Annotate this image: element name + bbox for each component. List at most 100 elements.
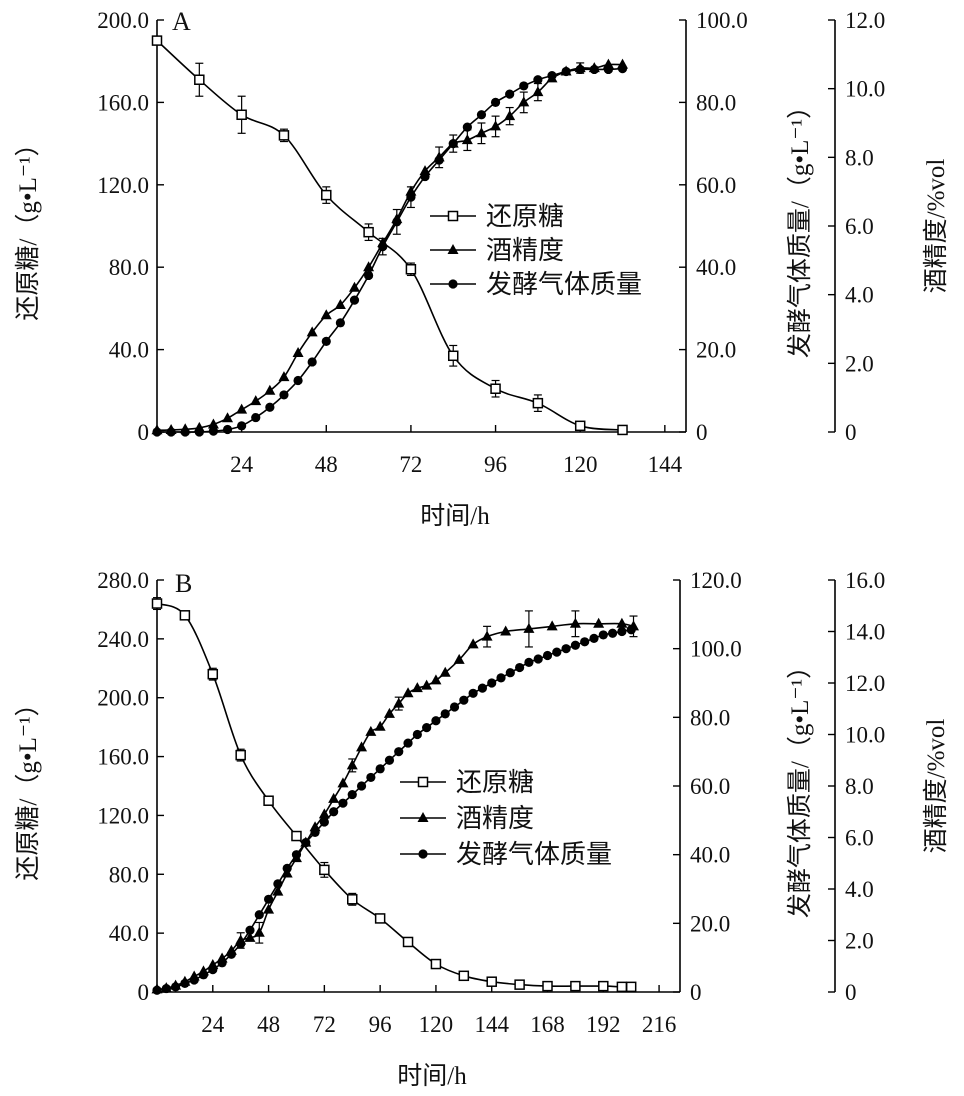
data-point-triangle-12 xyxy=(320,309,332,320)
alcohol-y-tick-label: 16.0 xyxy=(845,568,885,593)
data-point-circle-6 xyxy=(208,965,218,975)
data-point-square-legend-0 xyxy=(417,776,429,788)
alcohol-y-tick-label: 6.0 xyxy=(845,826,874,851)
gas-y-tick-label: 60.0 xyxy=(690,774,730,799)
series-line xyxy=(156,63,623,432)
data-point-circle-11 xyxy=(254,910,264,920)
alcohol-y-tick-label: 12.0 xyxy=(845,671,885,696)
series-gas-mass xyxy=(152,64,628,437)
series-reducing-sugar xyxy=(151,35,628,436)
data-point-triangle-18 xyxy=(318,808,330,819)
data-point-circle-17 xyxy=(392,217,402,227)
data-point-circle-4 xyxy=(189,975,199,985)
data-point-circle-22 xyxy=(356,781,367,791)
data-point-circle-23 xyxy=(366,772,376,783)
data-point-circle-20 xyxy=(338,798,348,808)
data-point-circle-3 xyxy=(194,427,204,437)
data-point-circle-14 xyxy=(282,863,292,874)
data-point-square-5 xyxy=(363,226,374,238)
data-point-circle-0 xyxy=(152,985,162,995)
gas-y-tick-label: 60.0 xyxy=(696,173,736,198)
data-point-triangle-9 xyxy=(278,371,290,382)
data-point-circle-21 xyxy=(448,139,458,149)
data-point-circle-22 xyxy=(462,122,472,132)
data-point-circle-legend-2 xyxy=(448,279,458,289)
data-point-triangle-14 xyxy=(348,281,360,292)
data-point-circle-7 xyxy=(251,412,261,423)
left-y-tick-label: 0 xyxy=(138,420,150,445)
data-point-square-7 xyxy=(347,894,358,905)
data-point-triangle-21 xyxy=(346,759,358,770)
gas-y-tick-label: 80.0 xyxy=(696,90,736,115)
data-point-square-0 xyxy=(151,35,163,46)
data-point-triangle-8 xyxy=(264,384,276,395)
data-point-circle-4 xyxy=(208,426,219,436)
data-point-square-10 xyxy=(430,958,442,970)
data-point-circle-35 xyxy=(477,683,488,693)
left-y-tick-label: 80.0 xyxy=(109,255,149,280)
data-point-circle-9 xyxy=(279,390,289,400)
x-tick-label: 216 xyxy=(642,1012,677,1037)
data-point-triangle-13 xyxy=(334,298,346,309)
data-point-triangle-34 xyxy=(481,630,493,641)
series-line xyxy=(156,629,632,992)
left-y-tick-label: 200.0 xyxy=(97,8,149,33)
x-tick-label: 96 xyxy=(369,1012,392,1037)
data-point-circle-50 xyxy=(617,626,627,637)
data-point-circle-15 xyxy=(364,270,374,281)
data-point-triangle-38 xyxy=(569,617,581,628)
data-point-circle-17 xyxy=(310,827,320,837)
data-point-square-6 xyxy=(405,264,417,275)
data-point-circle-18 xyxy=(406,192,416,202)
data-point-circle-3 xyxy=(180,978,190,989)
data-point-circle-10 xyxy=(293,375,303,386)
x-axis-title: 时间/h xyxy=(397,1062,467,1090)
data-point-circle-26 xyxy=(519,81,529,91)
data-point-triangle-37 xyxy=(546,620,558,631)
data-point-square-3 xyxy=(235,749,246,761)
alcohol-y-axis-title: 酒精度/%vol xyxy=(922,719,950,854)
data-point-circle-2 xyxy=(170,982,181,992)
data-point-circle-43 xyxy=(552,647,562,657)
data-point-circle-28 xyxy=(547,71,557,81)
legend-label: 酒精度 xyxy=(456,804,534,833)
data-point-circle-41 xyxy=(533,654,543,664)
data-point-circle-28 xyxy=(412,729,422,740)
data-point-square-2 xyxy=(207,668,219,680)
x-tick-label: 72 xyxy=(399,452,422,477)
data-point-circle-5 xyxy=(222,424,233,435)
data-point-triangle-12 xyxy=(263,903,275,914)
data-point-square-3 xyxy=(278,130,290,141)
data-point-circle-30 xyxy=(575,64,585,75)
data-point-circle-34 xyxy=(468,688,478,698)
data-point-circle-21 xyxy=(347,789,357,800)
data-point-square-14 xyxy=(542,980,553,992)
alcohol-y-tick-label: 8.0 xyxy=(845,774,874,799)
data-point-circle-2 xyxy=(180,427,190,437)
alcohol-y-tick-label: 0 xyxy=(845,980,857,1005)
data-point-circle-23 xyxy=(476,110,487,120)
data-point-circle-legend-2 xyxy=(418,849,428,859)
data-point-circle-10 xyxy=(245,925,255,935)
left-y-tick-label: 120.0 xyxy=(97,803,149,828)
data-point-circle-15 xyxy=(291,850,302,860)
data-point-square-8 xyxy=(374,913,386,924)
data-point-circle-24 xyxy=(490,97,501,107)
data-point-triangle-35 xyxy=(500,625,512,636)
left-y-tick-label: 200.0 xyxy=(97,686,149,711)
data-point-circle-47 xyxy=(589,633,599,643)
data-point-circle-32 xyxy=(603,64,614,75)
data-point-square-11 xyxy=(458,970,470,982)
data-point-square-11 xyxy=(617,424,628,436)
data-point-circle-8 xyxy=(265,402,275,412)
data-point-circle-48 xyxy=(598,630,608,640)
data-point-circle-18 xyxy=(319,817,329,827)
data-point-triangle-10 xyxy=(292,347,304,358)
data-point-triangle-33 xyxy=(467,638,479,649)
data-point-square-6 xyxy=(319,864,330,876)
legend-label: 酒精度 xyxy=(486,236,564,265)
data-point-triangle-23 xyxy=(365,725,377,736)
data-point-square-legend-0 xyxy=(447,210,459,222)
data-point-triangle-20 xyxy=(337,777,349,788)
